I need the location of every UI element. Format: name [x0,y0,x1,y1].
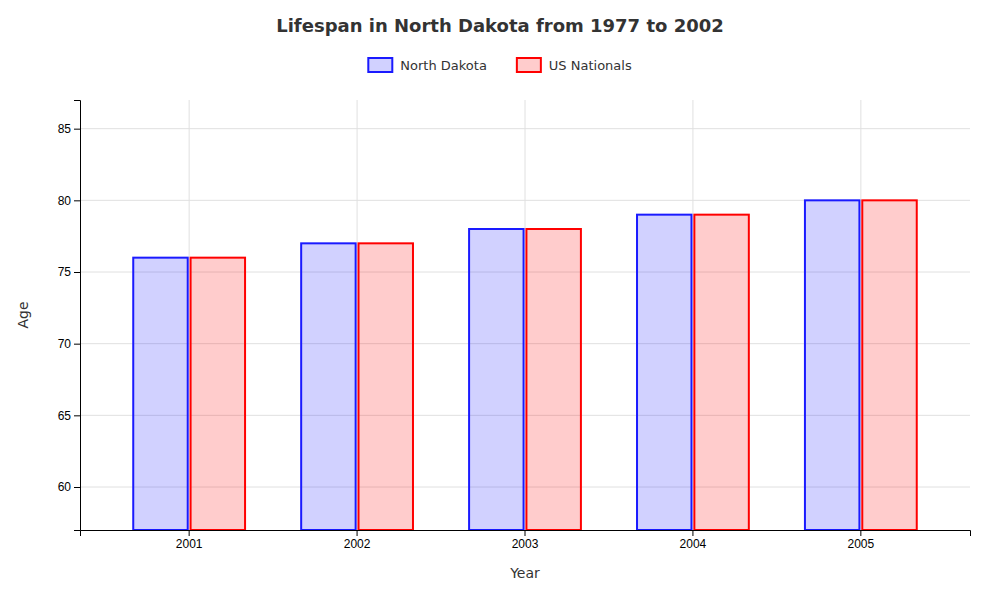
chart: 60 65 70 75 80 85 2001 2002 2003 2004 2005 Lifespan… [0,0,1000,600]
x-axis: 2001 2002 2003 2004 2005 [81,530,971,551]
x-tick: 2001 [176,530,203,551]
x-tick-label: 2005 [847,537,874,551]
x-tick-label: 2002 [344,537,371,551]
y-axis: 60 65 70 75 80 85 [58,101,81,531]
x-tick-mark [189,530,190,536]
x-tick-label: 2003 [512,537,539,551]
y-tick-mark [74,129,80,130]
y-axis-line [74,101,81,531]
x-tick-label: 2001 [176,537,203,551]
grid-line [692,100,693,530]
bar-series [191,200,917,530]
bar [191,258,245,530]
x-axis-title: Year [509,565,540,581]
y-tick-label: 85 [58,122,72,136]
bar [637,215,691,530]
plot-area [133,200,917,530]
bar [526,229,580,530]
grid-line [525,100,526,530]
legend-swatch [517,58,541,72]
y-tick: 60 [58,480,80,494]
bar [359,243,413,530]
y-axis-title: Age [15,301,31,328]
bar [301,243,355,530]
x-tick: 2003 [512,530,539,551]
legend-item: US Nationals [517,58,632,73]
bar [694,215,748,530]
legend-item: North Dakota [368,58,487,73]
y-tick-mark [74,344,80,345]
x-tick-mark [357,530,358,536]
bar-series [133,200,859,530]
y-tick: 70 [58,337,80,351]
bar [133,258,187,530]
y-tick-mark [74,272,80,273]
y-tick: 80 [58,194,80,208]
x-tick-mark [860,530,861,536]
x-tick-label: 2004 [680,537,707,551]
grid [80,100,970,530]
y-tick-label: 70 [58,337,72,351]
y-tick-label: 65 [58,409,72,423]
legend-label: North Dakota [400,58,487,73]
y-tick-mark [74,415,80,416]
y-tick-label: 75 [58,265,72,279]
y-tick: 75 [58,265,80,279]
grid-line [860,100,861,530]
bar [469,229,523,530]
grid-line [189,100,190,530]
title: Lifespan in North Dakota from 1977 to 20… [276,15,724,36]
grid-line [357,100,358,530]
x-tick-mark [525,530,526,536]
x-tick: 2002 [344,530,371,551]
bar [805,200,859,530]
x-tick-mark [692,530,693,536]
legend-label: US Nationals [549,58,632,73]
x-tick: 2005 [847,530,874,551]
legend-swatch [368,58,392,72]
y-tick-label: 60 [58,480,72,494]
y-tick-mark [74,200,80,201]
y-tick: 65 [58,409,80,423]
legend: North Dakota US Nationals [368,58,632,73]
y-tick-label: 80 [58,194,72,208]
y-tick: 85 [58,122,80,136]
bar [862,200,916,530]
x-axis-line [81,531,971,537]
y-tick-mark [74,487,80,488]
x-tick: 2004 [680,530,707,551]
